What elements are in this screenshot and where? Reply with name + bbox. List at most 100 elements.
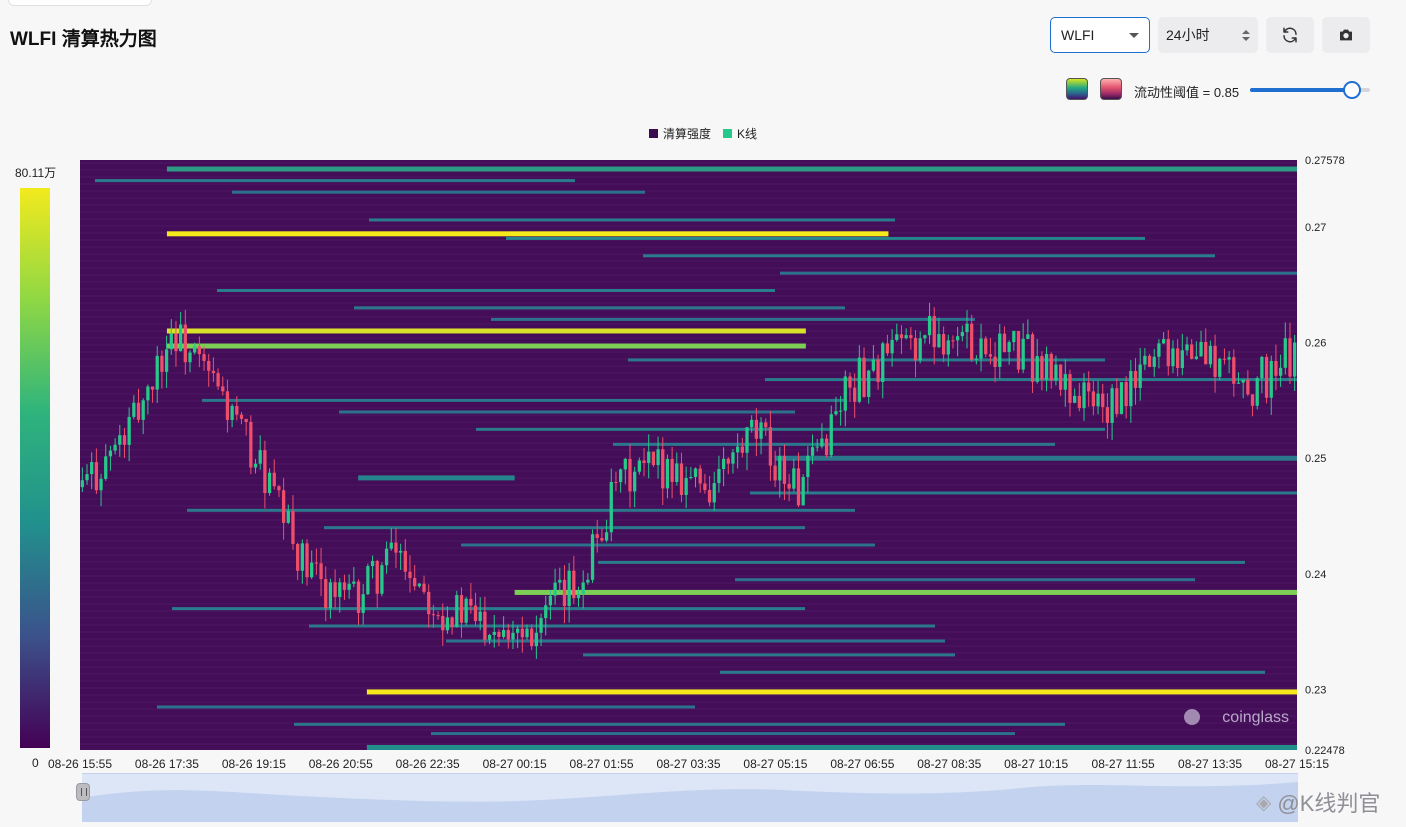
- liquidation-level: [166, 343, 806, 349]
- refresh-button[interactable]: [1266, 17, 1314, 53]
- candle-body: [127, 416, 131, 445]
- candle-body: [99, 478, 103, 491]
- candle-body: [642, 460, 646, 463]
- candle-body: [445, 617, 450, 631]
- x-tick-label: 08-26 22:35: [396, 757, 460, 771]
- liquidation-level: [166, 231, 889, 237]
- candle-body: [604, 532, 609, 541]
- candle-body: [1101, 393, 1105, 408]
- candle-body: [614, 481, 618, 483]
- candle-body: [941, 334, 946, 355]
- candle-body: [1124, 382, 1128, 407]
- candle-body: [675, 463, 679, 482]
- range-navigator[interactable]: [82, 773, 1298, 822]
- y-tick-label: 0.27578: [1305, 155, 1345, 167]
- candle-body: [1269, 360, 1273, 398]
- time-range-select[interactable]: 24小时: [1158, 17, 1258, 53]
- candle-body: [600, 537, 604, 541]
- y-tick-label: 0.27: [1305, 222, 1326, 234]
- candle-body: [310, 562, 314, 578]
- candle-body: [581, 582, 585, 594]
- liquidation-level: [166, 166, 1297, 172]
- candle-body: [979, 338, 983, 359]
- candle-body: [258, 450, 262, 464]
- x-tick-label: 08-26 19:15: [222, 757, 286, 771]
- camera-icon: [1340, 29, 1352, 41]
- liquidation-heatmap-chart[interactable]: 0.27578 0.27 0.26 0.25 0.24 0.23 0.22478 08-26 …: [0, 0, 1406, 773]
- candle-body: [1180, 350, 1184, 368]
- candle-body: [525, 628, 529, 638]
- candle-body: [1115, 388, 1119, 414]
- liquidation-band-minor: [202, 398, 845, 402]
- candle-body: [670, 458, 674, 482]
- liquidation-band-minor: [461, 543, 875, 547]
- candle-body: [899, 334, 904, 339]
- candle-body: [576, 593, 581, 599]
- candle-body: [937, 334, 941, 348]
- candle-body: [726, 458, 730, 464]
- candle-body: [1166, 339, 1170, 367]
- candle-body: [736, 446, 740, 453]
- candle-body: [1288, 338, 1292, 377]
- candle-body: [956, 336, 960, 341]
- candle-body: [806, 455, 810, 477]
- candle-body: [1241, 379, 1245, 383]
- candle-body: [431, 614, 436, 616]
- candle-body: [984, 338, 988, 355]
- liquidation-level: [366, 744, 1298, 750]
- candle-body: [754, 419, 759, 439]
- candle-body: [244, 418, 248, 423]
- candle-body: [562, 579, 567, 607]
- candle-body: [150, 386, 155, 390]
- candle-body: [913, 338, 918, 361]
- candle-body: [834, 411, 838, 415]
- candle-body: [375, 560, 379, 594]
- candle-body: [296, 543, 300, 571]
- y-tick-label: 0.24: [1305, 569, 1326, 581]
- legend-label: K线: [737, 127, 758, 141]
- candle-body: [520, 628, 524, 638]
- candle-body: [366, 566, 370, 595]
- candle-body: [951, 340, 955, 342]
- candle-body: [1133, 370, 1138, 388]
- candle-body: [857, 357, 861, 402]
- threshold-slider-thumb[interactable]: [1343, 81, 1361, 99]
- candle-body: [764, 422, 768, 428]
- legend-item-liquidation[interactable]: 清算强度: [648, 125, 711, 142]
- symbol-select[interactable]: WLFI: [1050, 17, 1150, 53]
- candle-body: [239, 414, 244, 419]
- candle-body: [413, 578, 417, 587]
- candle-body: [1138, 364, 1142, 388]
- legend-swatch: [723, 129, 732, 138]
- candle-body: [1147, 355, 1152, 367]
- viridis-colorscale-toggle[interactable]: [1066, 78, 1088, 100]
- threshold-slider[interactable]: [1250, 81, 1370, 99]
- candle-body: [80, 480, 84, 488]
- screenshot-button[interactable]: [1322, 17, 1370, 53]
- candle-body: [193, 346, 197, 353]
- candle-body: [1204, 341, 1208, 365]
- candle-body: [94, 462, 99, 491]
- y-tick-label: 0.22478: [1305, 745, 1345, 757]
- candle-body: [188, 352, 192, 363]
- candle-body: [487, 634, 492, 640]
- candle-body: [778, 455, 782, 481]
- candle-body: [567, 570, 571, 607]
- candle-body: [590, 534, 595, 580]
- candle-body: [113, 444, 117, 451]
- candle-body: [792, 468, 796, 489]
- candle-body: [132, 402, 136, 417]
- candle-body: [253, 463, 258, 468]
- candle-body: [1096, 393, 1100, 407]
- heat-colorscale-toggle[interactable]: [1100, 78, 1122, 100]
- candle-body: [1035, 356, 1039, 382]
- candle-body: [394, 542, 398, 553]
- candle-body: [1077, 395, 1081, 409]
- candle-body: [1040, 356, 1044, 380]
- candle-body: [651, 451, 656, 466]
- candle-body: [801, 476, 805, 506]
- candle-body: [684, 478, 688, 495]
- candle-body: [904, 335, 908, 339]
- navigator-handle[interactable]: [76, 783, 90, 801]
- legend-item-kline[interactable]: K线: [723, 125, 757, 142]
